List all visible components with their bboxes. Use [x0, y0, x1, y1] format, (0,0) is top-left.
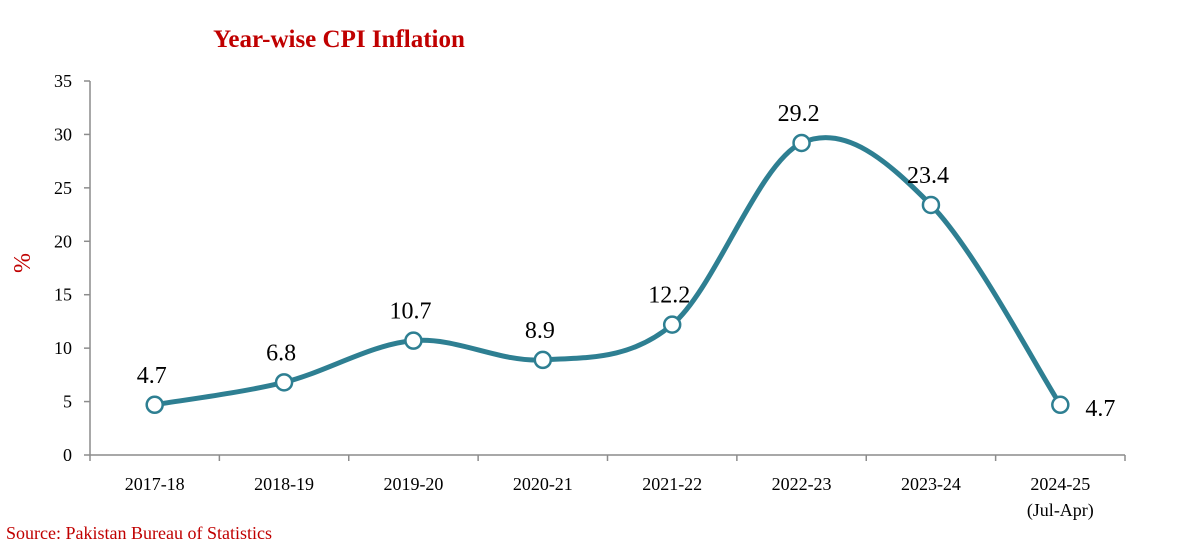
x-tick-label: 2022-23 [772, 474, 832, 494]
y-tick-label: 35 [54, 71, 72, 91]
data-label: 6.8 [266, 340, 296, 366]
data-labels: 4.7 6.8 10.7 8.9 12.2 29.2 23.4 4.7 [137, 101, 1116, 422]
data-label: 4.7 [137, 363, 167, 389]
data-label: 4.7 [1085, 396, 1115, 422]
x-tick-label: 2023-24 [901, 474, 961, 494]
y-tick-label: 30 [54, 124, 72, 144]
data-point [533, 350, 553, 370]
data-point [404, 331, 423, 350]
data-point [792, 133, 811, 153]
x-tick-label: 2021-22 [642, 474, 702, 494]
data-label: 12.2 [648, 283, 690, 309]
data-point [145, 395, 164, 415]
x-tick-label: 2020-21 [513, 474, 573, 494]
source-note: Source: Pakistan Bureau of Statistics [6, 523, 272, 543]
data-point [921, 195, 941, 215]
data-point [662, 315, 682, 334]
x-tick-sublabel: (Jul-Apr) [1027, 500, 1094, 521]
data-label: 29.2 [778, 101, 820, 127]
y-tick-label: 15 [54, 285, 72, 305]
data-label: 23.4 [907, 163, 949, 189]
y-tick-labels: 0 5 10 15 20 25 30 35 [54, 71, 72, 465]
y-tick-label: 0 [63, 445, 72, 465]
y-tick-label: 25 [54, 178, 72, 198]
y-tick-label: 10 [54, 338, 72, 358]
x-tick-label: 2019-20 [383, 474, 443, 494]
data-point [274, 373, 294, 392]
x-tick-label: 2024-25 [1030, 474, 1090, 494]
x-tick-label: 2017-18 [125, 474, 185, 494]
data-label: 10.7 [389, 299, 431, 325]
y-axis-label: % [10, 253, 36, 273]
data-label: 8.9 [525, 318, 555, 344]
chart-title: Year-wise CPI Inflation [213, 26, 465, 53]
x-tick-label: 2018-19 [254, 474, 314, 494]
x-tick-labels: 2017-18 2018-19 2019-20 2020-21 2021-22 2022-… [125, 474, 1094, 521]
y-tick-label: 5 [63, 392, 72, 412]
data-points [145, 133, 1070, 415]
data-point [1051, 395, 1070, 415]
y-tick-label: 20 [54, 231, 72, 251]
axes [84, 80, 1126, 461]
